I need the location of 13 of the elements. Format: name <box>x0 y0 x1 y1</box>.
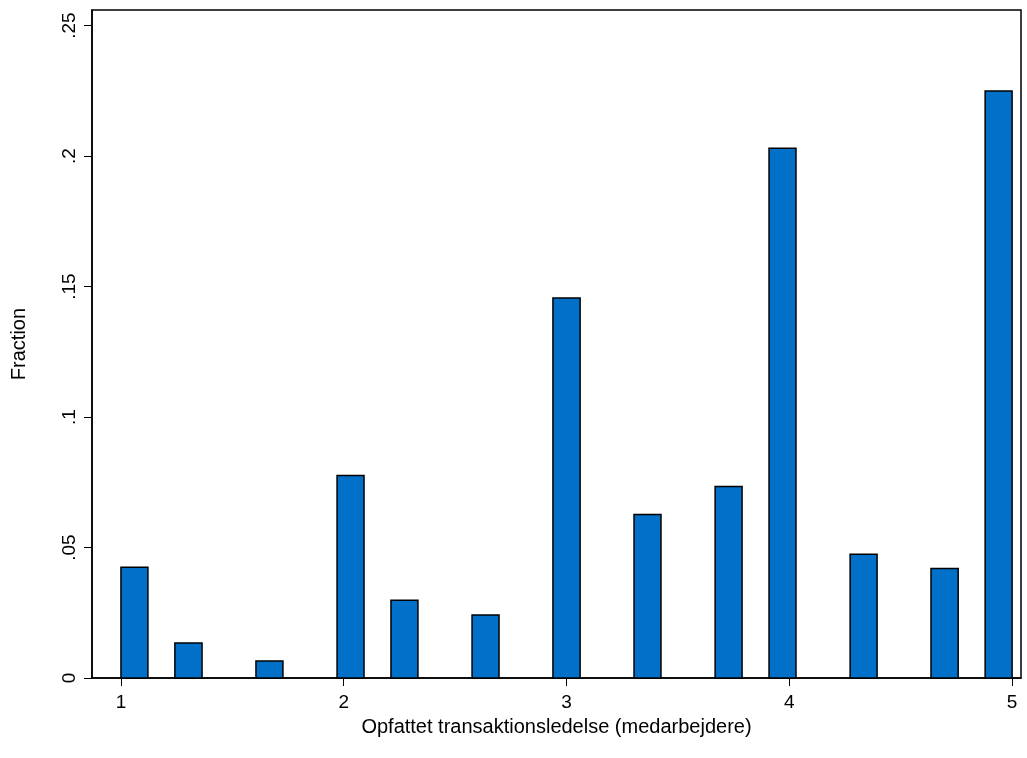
x-axis-title: Opfattet transaktionsledelse (medarbejdere) <box>361 714 752 737</box>
x-tick-label: 3 <box>561 691 572 712</box>
y-tick-label: .15 <box>58 273 79 300</box>
y-tick-label: .05 <box>58 534 79 561</box>
y-tick-label: .2 <box>58 148 79 165</box>
x-tick-label: 2 <box>338 691 350 712</box>
x-tick-label: 4 <box>784 691 796 712</box>
y-tick-label: 0 <box>58 672 79 684</box>
y-tick-label: .25 <box>58 12 79 39</box>
y-axis-title: Fraction <box>7 307 29 381</box>
x-tick-label: 5 <box>1006 691 1018 712</box>
x-tick-label: 1 <box>115 691 127 712</box>
y-tick-label: .1 <box>58 409 79 425</box>
